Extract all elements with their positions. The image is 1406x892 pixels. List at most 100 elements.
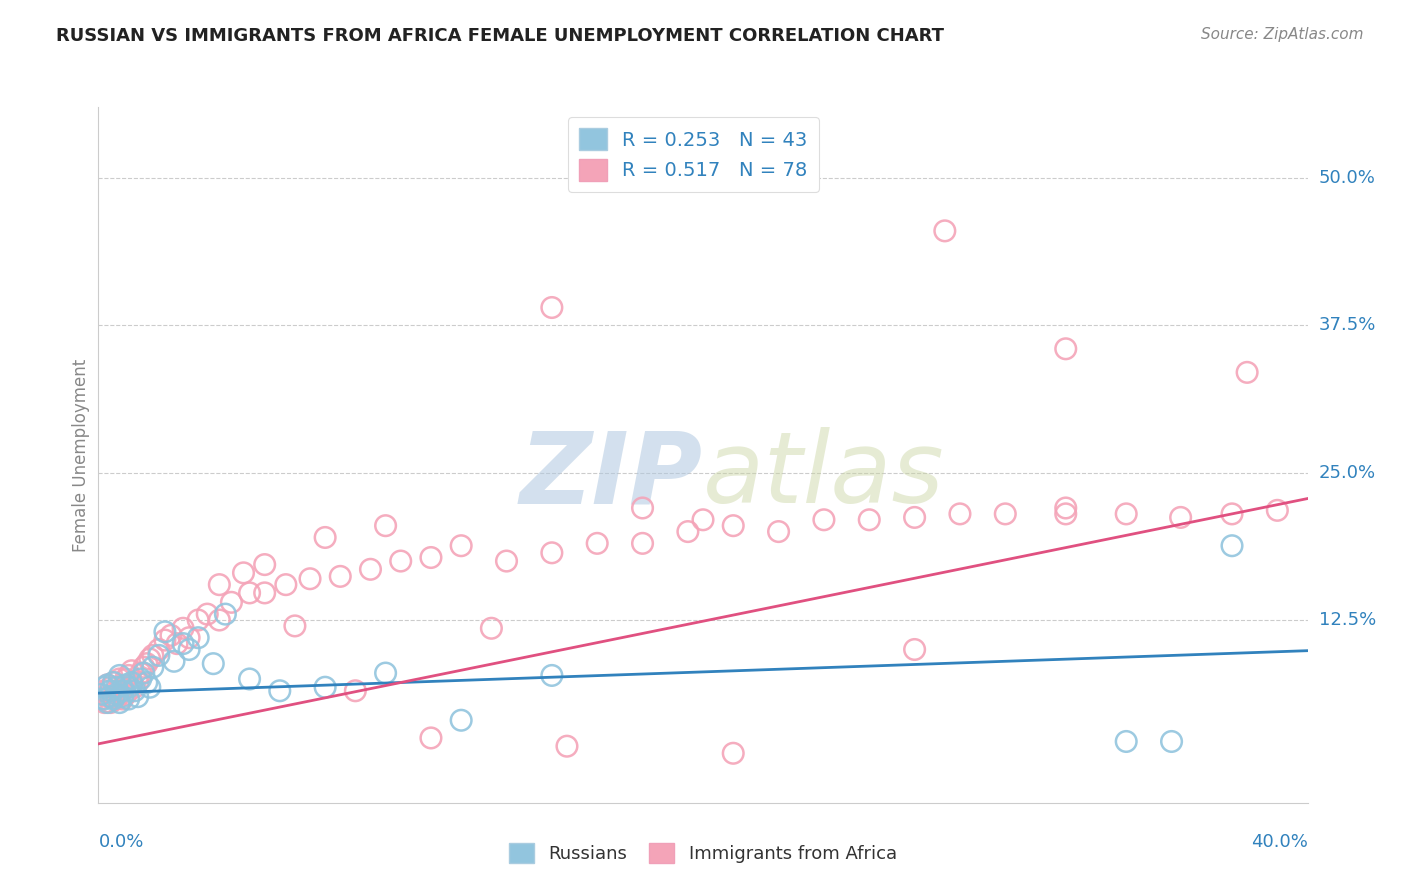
Point [177,631,201,645]
Point [148,648,170,663]
Point [153,624,176,639]
Point [121,678,143,692]
Point [90,687,112,701]
Point [253,586,276,600]
Point [232,566,254,580]
Point [949,507,972,521]
Text: 0.0%: 0.0% [98,833,143,851]
Point [124,680,146,694]
Point [495,554,517,568]
Text: 25.0%: 25.0% [1319,464,1376,482]
Point [100,680,122,694]
Point [105,683,128,698]
Point [108,672,131,686]
Point [129,666,152,681]
Point [96,690,118,704]
Point [105,692,128,706]
Point [274,577,297,591]
Point [100,683,122,698]
Point [100,696,122,710]
Point [129,672,152,686]
Point [631,536,654,550]
Point [96,696,118,710]
Point [96,678,118,692]
Point [111,683,134,698]
Point [208,577,231,591]
Point [163,654,186,668]
Point [108,696,131,710]
Point [118,680,141,694]
Point [555,739,578,754]
Point [540,668,562,682]
Point [111,680,134,694]
Point [132,666,155,681]
Point [1054,500,1077,515]
Point [96,678,118,692]
Point [127,675,149,690]
Point [858,513,880,527]
Text: ZIP: ZIP [520,427,703,524]
Text: 40.0%: 40.0% [1251,833,1308,851]
Point [118,692,141,706]
Point [1054,342,1077,356]
Point [419,731,441,745]
Point [142,648,165,663]
Point [540,301,562,315]
Text: RUSSIAN VS IMMIGRANTS FROM AFRICA FEMALE UNEMPLOYMENT CORRELATION CHART: RUSSIAN VS IMMIGRANTS FROM AFRICA FEMALE… [56,27,945,45]
Point [299,572,322,586]
Point [1115,507,1137,521]
Point [135,657,157,671]
Point [118,668,141,682]
Point [103,675,125,690]
Point [344,683,367,698]
Point [239,586,262,600]
Point [540,546,562,560]
Point [100,690,122,704]
Point [114,687,136,701]
Point [768,524,790,539]
Point [692,513,714,527]
Point [631,500,654,515]
Point [329,569,352,583]
Point [121,675,143,690]
Point [153,633,176,648]
Point [166,637,188,651]
Point [221,595,243,609]
Point [172,621,194,635]
Point [1054,507,1077,521]
Point [111,692,134,706]
Text: 50.0%: 50.0% [1319,169,1375,186]
Point [135,675,157,690]
Point [1115,734,1137,748]
Point [253,558,276,572]
Point [177,642,201,657]
Point [142,660,165,674]
Point [721,746,744,760]
Point [1265,503,1288,517]
Text: Source: ZipAtlas.com: Source: ZipAtlas.com [1201,27,1364,42]
Point [195,607,218,621]
Point [1236,365,1258,379]
Text: 12.5%: 12.5% [1319,611,1376,629]
Point [419,550,441,565]
Text: 37.5%: 37.5% [1319,316,1376,334]
Point [105,687,128,701]
Point [314,531,336,545]
Point [314,680,336,694]
Point [450,713,472,727]
Point [1160,734,1182,748]
Point [127,690,149,704]
Point [721,518,744,533]
Point [586,536,609,550]
Point [214,607,236,621]
Point [93,683,115,698]
Point [450,539,472,553]
Point [374,666,396,681]
Point [93,696,115,710]
Point [904,642,927,657]
Point [103,692,125,706]
Point [103,690,125,704]
Point [114,672,136,686]
Point [1220,539,1243,553]
Point [1220,507,1243,521]
